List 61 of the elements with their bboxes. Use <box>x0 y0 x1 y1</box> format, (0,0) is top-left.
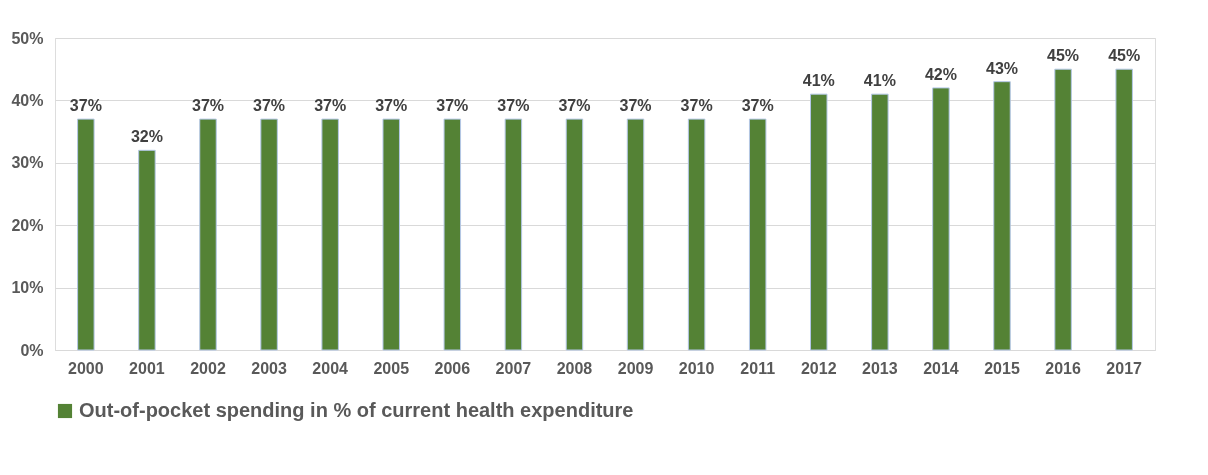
text: 32% <box>130 128 163 146</box>
text: 41% <box>802 72 835 90</box>
text: 37% <box>191 97 225 115</box>
y-tick-label: 10% <box>11 279 44 297</box>
text: 41% <box>863 72 896 90</box>
legend-label: Out-of-pocket spending in % of current health expenditure <box>79 399 634 421</box>
x-tick-label: 2006 <box>434 359 471 377</box>
x-tick-label: 2000 <box>68 359 104 377</box>
x-tick-label: 2017 <box>1106 359 1143 377</box>
bar <box>138 149 156 351</box>
text: 42% <box>924 65 957 83</box>
x-tick-label: 2001 <box>129 359 165 377</box>
x-tick-label: 2015 <box>984 359 1020 377</box>
text: 37% <box>69 97 102 115</box>
y-tick-label: 30% <box>11 154 44 172</box>
bar <box>199 118 217 351</box>
bar <box>565 118 584 351</box>
text: 37% <box>558 97 591 115</box>
x-tick-label: 2004 <box>312 359 349 377</box>
bar <box>748 118 767 351</box>
x-tick-label: 2012 <box>800 359 837 377</box>
bar <box>1054 68 1072 351</box>
bar <box>1115 68 1133 351</box>
text: 45% <box>1108 47 1141 65</box>
x-tick-label: 2005 <box>373 359 410 377</box>
y-tick-label: 40% <box>11 91 44 109</box>
y-tick-label: 0% <box>20 341 44 359</box>
bar <box>810 93 828 351</box>
text: 37% <box>619 97 652 115</box>
x-tick-label: 2014 <box>923 359 959 377</box>
bar <box>382 118 400 351</box>
text: 37% <box>314 97 347 115</box>
text: 37% <box>436 97 469 115</box>
text: 45% <box>1047 47 1080 65</box>
text: 37% <box>253 97 286 115</box>
bar <box>260 118 278 351</box>
bar <box>504 118 523 351</box>
text: 37% <box>741 97 774 115</box>
bar <box>871 93 889 351</box>
bar <box>443 118 462 351</box>
x-tick-label: 2008 <box>556 359 593 377</box>
x-tick-label: 2009 <box>617 359 654 377</box>
x-tick-label: 2013 <box>862 359 898 377</box>
text: 37% <box>375 97 408 115</box>
bar <box>626 118 645 351</box>
bar <box>687 118 706 351</box>
y-tick-label: 20% <box>11 216 44 234</box>
bar <box>321 118 339 351</box>
y-tick-label: 50% <box>11 29 44 47</box>
x-tick-label: 2003 <box>251 359 287 377</box>
x-tick-label: 2002 <box>190 359 226 377</box>
x-tick-label: 2011 <box>740 359 776 377</box>
text: 43% <box>985 59 1019 77</box>
x-tick-label: 2007 <box>495 359 532 377</box>
bar <box>993 81 1011 351</box>
x-tick-label: 2010 <box>678 359 715 377</box>
bar <box>77 118 95 351</box>
text: 37% <box>497 97 530 115</box>
x-tick-label: 2016 <box>1045 359 1081 377</box>
text: 37% <box>680 97 713 115</box>
bar <box>932 87 950 351</box>
